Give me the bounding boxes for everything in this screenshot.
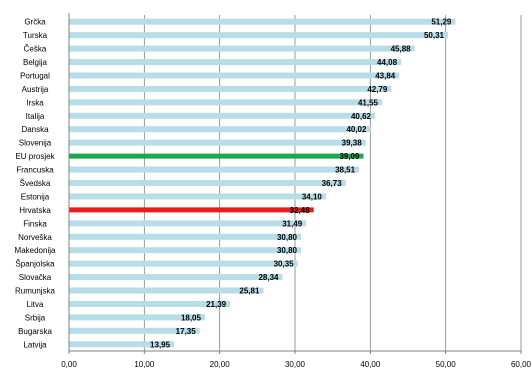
value-label: 51,29 xyxy=(431,18,452,27)
bar xyxy=(69,300,231,307)
value-label: 30,80 xyxy=(277,246,298,255)
value-label: 39,38 xyxy=(342,139,363,148)
x-tick-label: 60,00 xyxy=(511,360,532,369)
value-label: 21,39 xyxy=(206,300,227,309)
category-label: Norveška xyxy=(18,233,52,242)
category-label: Portugal xyxy=(20,71,50,80)
category-label: Irska xyxy=(26,98,44,107)
category-label: Španjolska xyxy=(15,260,55,269)
bar xyxy=(69,32,449,39)
x-tick-label: 40,00 xyxy=(360,360,381,369)
bar xyxy=(69,180,346,186)
bar xyxy=(69,45,415,52)
value-label: 40,02 xyxy=(346,125,367,134)
category-label: Estonija xyxy=(21,192,50,201)
category-label: Litva xyxy=(27,300,44,309)
x-tick-label: 10,00 xyxy=(134,360,155,369)
chart-title-cropped xyxy=(60,0,460,7)
category-label: Češka xyxy=(24,45,47,54)
bar xyxy=(69,220,307,227)
bar xyxy=(69,112,376,119)
category-label: Bugarska xyxy=(18,327,52,336)
bar xyxy=(69,274,283,281)
category-label: Slovenija xyxy=(19,139,52,148)
bar xyxy=(69,233,302,240)
value-label: 39,09 xyxy=(339,152,360,161)
bar xyxy=(69,18,456,25)
bar xyxy=(69,314,205,321)
bar xyxy=(69,139,366,146)
value-label: 25,81 xyxy=(239,287,260,296)
bar xyxy=(69,247,302,254)
value-label: 43,84 xyxy=(375,71,396,80)
bar xyxy=(69,59,402,66)
value-label: 36,73 xyxy=(322,179,343,188)
category-label: Francuska xyxy=(16,166,54,175)
bar xyxy=(69,72,400,79)
bar xyxy=(69,341,175,348)
value-label: 41,55 xyxy=(358,98,379,107)
category-label: Austrija xyxy=(22,85,49,94)
value-label: 13,95 xyxy=(150,340,171,349)
value-label: 42,79 xyxy=(367,85,388,94)
bar xyxy=(69,327,200,334)
category-label: Švedska xyxy=(20,179,51,188)
value-label: 50,31 xyxy=(424,31,445,40)
category-label: Makedonija xyxy=(15,246,56,255)
category-label: Italija xyxy=(26,112,45,121)
value-label: 44,08 xyxy=(377,58,398,67)
category-label: Rumunjska xyxy=(15,287,56,296)
category-label: Grčka xyxy=(24,18,46,27)
bar xyxy=(69,207,314,213)
bar xyxy=(69,166,360,173)
category-label: Slovačka xyxy=(19,273,52,282)
value-label: 30,35 xyxy=(274,260,295,269)
category-label: Srbija xyxy=(25,313,46,322)
value-label: 40,62 xyxy=(351,112,372,121)
value-label: 28,34 xyxy=(258,273,279,282)
value-label: 18,05 xyxy=(181,313,202,322)
category-label: Turska xyxy=(23,31,48,40)
bar xyxy=(69,85,392,92)
category-label: EU prosjek xyxy=(15,152,55,161)
value-label: 38,51 xyxy=(335,166,356,175)
bar xyxy=(69,153,364,159)
category-label: Finska xyxy=(23,219,47,228)
bar xyxy=(69,287,264,294)
value-label: 32,48 xyxy=(290,206,311,215)
category-label: Hrvatska xyxy=(19,206,51,215)
category-label: Danska xyxy=(21,125,49,134)
value-label: 31,49 xyxy=(282,219,303,228)
value-label: 45,88 xyxy=(391,45,412,54)
bar xyxy=(69,126,371,133)
x-tick-label: 20,00 xyxy=(210,360,231,369)
value-label: 34,10 xyxy=(302,192,323,201)
x-tick-label: 50,00 xyxy=(436,360,457,369)
category-label: Latvija xyxy=(23,340,47,349)
category-label: Belgija xyxy=(23,58,48,67)
bar xyxy=(69,193,326,200)
x-tick-label: 0,00 xyxy=(61,360,77,369)
bar xyxy=(69,260,298,267)
value-label: 30,80 xyxy=(277,233,298,242)
x-tick-label: 30,00 xyxy=(285,360,306,369)
value-label: 17,35 xyxy=(176,327,197,336)
bar xyxy=(69,99,383,106)
